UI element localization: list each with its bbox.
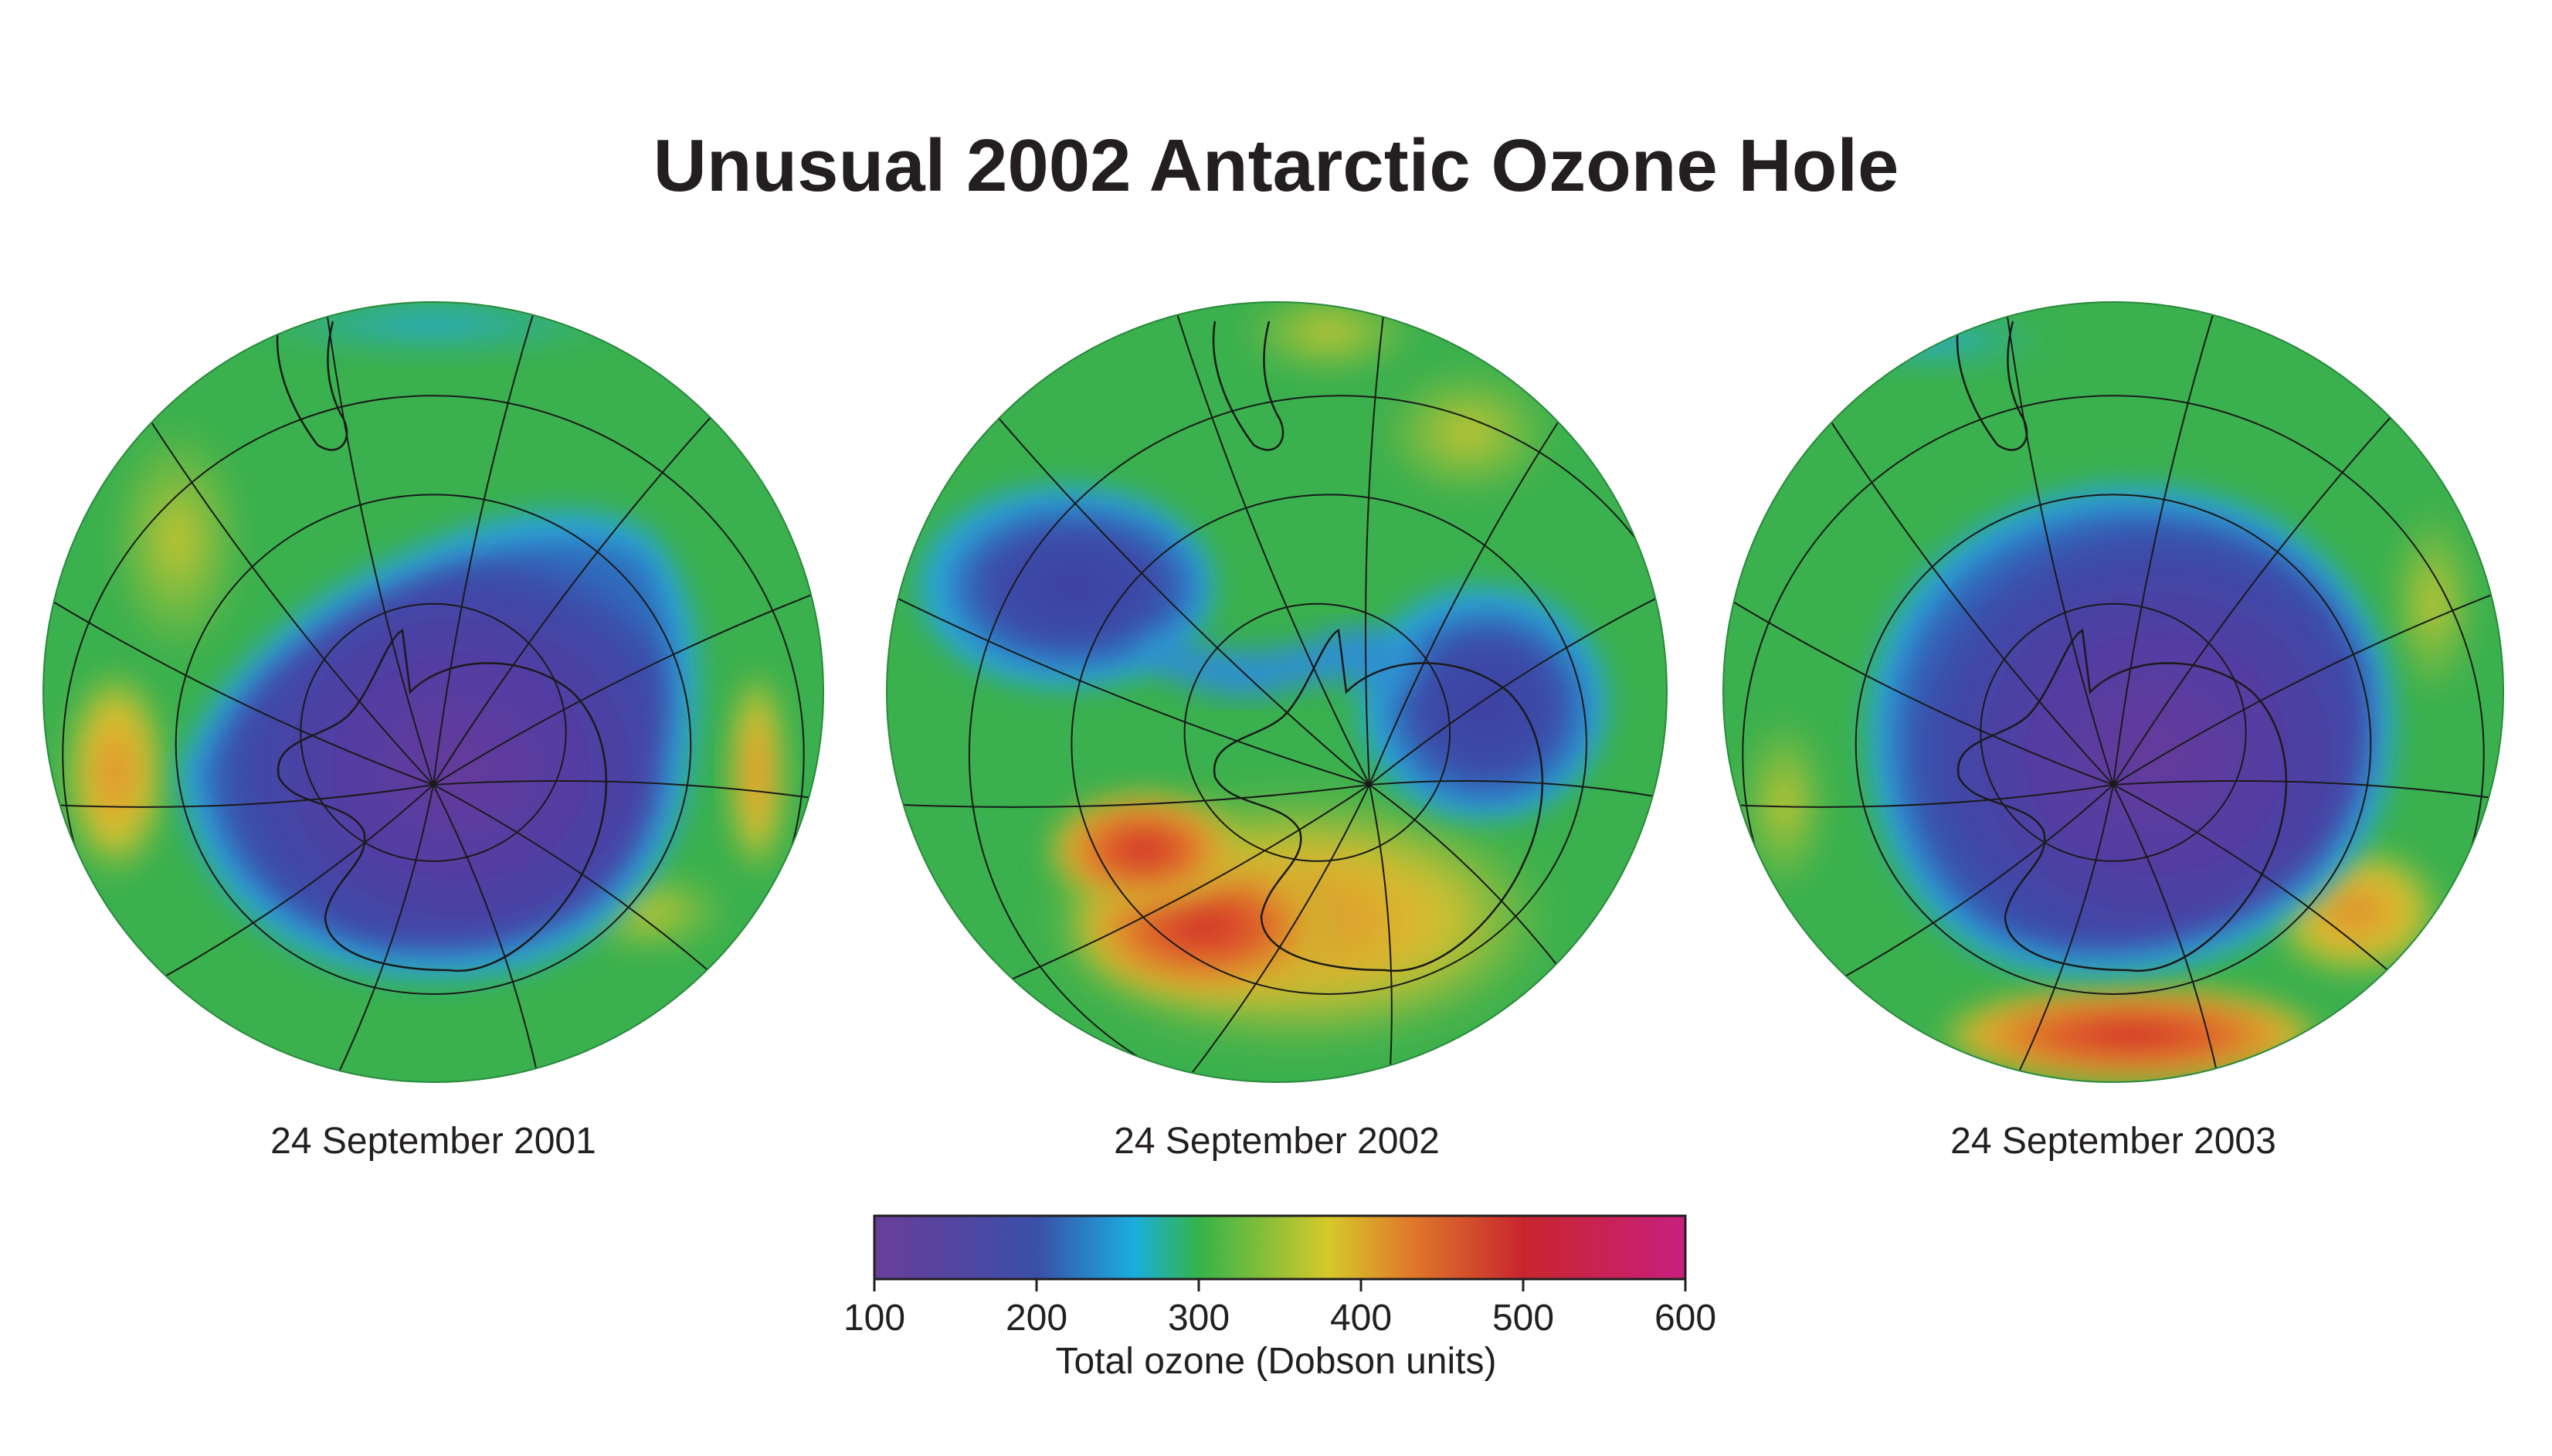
colorbar-tick-label: 100 bbox=[843, 1298, 905, 1339]
map-date-caption-2003: 24 September 2003 bbox=[1950, 1121, 2276, 1162]
south-america-coastline bbox=[276, 321, 348, 451]
ozone-map-2002 bbox=[886, 301, 1668, 1083]
graticule bbox=[43, 302, 823, 1082]
colorbar-title: Total ozone (Dobson units) bbox=[1055, 1341, 1497, 1382]
antarctica-coastline bbox=[1213, 629, 1543, 972]
ozone-map-2003 bbox=[1722, 301, 2504, 1083]
colorbar-tick-label: 200 bbox=[1006, 1298, 1067, 1339]
colorbar-tick-label: 300 bbox=[1168, 1298, 1230, 1339]
graticule bbox=[1723, 302, 2503, 1082]
colorbar-tick-label: 600 bbox=[1654, 1298, 1716, 1339]
south-america-coastline bbox=[1212, 321, 1284, 451]
map-date-caption-2001: 24 September 2001 bbox=[270, 1121, 596, 1162]
antarctica-coastline bbox=[277, 629, 607, 972]
colorbar-tick-label: 500 bbox=[1492, 1298, 1554, 1339]
colorbar bbox=[873, 1214, 1687, 1281]
map-date-caption-2002: 24 September 2002 bbox=[1114, 1121, 1440, 1162]
graticule bbox=[887, 302, 1667, 1082]
ozone-map-2001 bbox=[42, 301, 824, 1083]
colorbar-tick-label: 400 bbox=[1330, 1298, 1392, 1339]
page-title: Unusual 2002 Antarctic Ozone Hole bbox=[653, 124, 1899, 207]
south-america-coastline bbox=[1956, 321, 2028, 451]
antarctica-coastline bbox=[1956, 629, 2287, 972]
